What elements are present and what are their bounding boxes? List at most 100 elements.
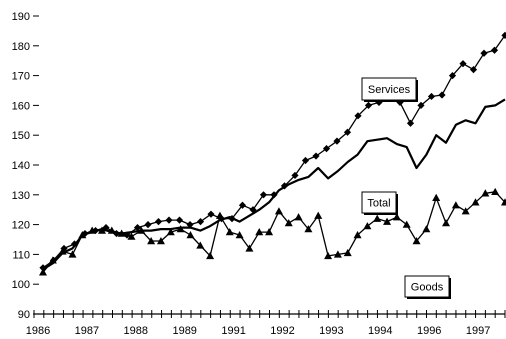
data-point [166, 228, 175, 236]
data-point [501, 198, 506, 206]
data-point [196, 241, 205, 249]
y-tick-label: 140 [12, 160, 30, 172]
series-services [39, 31, 506, 272]
data-point [422, 225, 431, 233]
x-tick-label: 1987 [75, 325, 99, 337]
annotation-box [361, 77, 417, 101]
data-point [353, 231, 362, 239]
data-point [255, 228, 264, 236]
data-point [301, 156, 310, 165]
data-point [117, 229, 126, 237]
data-point [107, 226, 116, 234]
data-point [406, 119, 415, 127]
data-point [176, 225, 185, 233]
data-point [417, 101, 425, 109]
data-point [448, 72, 457, 80]
data-point [39, 268, 47, 276]
data-point [165, 216, 173, 224]
y-tick-label: 110 [12, 249, 30, 261]
data-point [284, 219, 293, 227]
y-tick-label: 150 [12, 130, 30, 142]
x-tick-label: 1986 [26, 325, 50, 337]
data-point [322, 145, 331, 153]
data-point [274, 207, 283, 215]
data-point [196, 218, 205, 226]
data-point [314, 211, 323, 219]
y-tick-label: 130 [12, 190, 30, 202]
data-point [245, 244, 254, 252]
annotation-services: Services [361, 77, 418, 102]
data-point [333, 137, 341, 145]
data-point [78, 231, 87, 239]
x-tick-label: 1988 [124, 325, 148, 337]
annotation-label: Total [367, 198, 390, 210]
x-tick-label: 1996 [417, 325, 441, 337]
annotation-goods: Goods [404, 275, 451, 299]
data-point [156, 236, 165, 245]
data-point [58, 247, 67, 255]
data-point [383, 217, 392, 225]
annotations: Services Total Goods [361, 77, 451, 299]
x-tick-label: 1992 [270, 325, 294, 337]
data-point [490, 46, 499, 54]
data-point [459, 60, 467, 68]
data-point [364, 101, 373, 109]
data-point [186, 221, 194, 229]
data-point [392, 213, 401, 221]
data-point [225, 228, 234, 236]
annotation-box [404, 275, 450, 298]
data-point [343, 128, 352, 136]
series-layer [39, 31, 506, 276]
data-point [469, 66, 478, 74]
data-point [133, 223, 142, 232]
data-point [88, 226, 97, 234]
x-tick-label: 1994 [368, 325, 392, 337]
data-point [154, 218, 163, 226]
data-point [461, 207, 470, 215]
y-tick-label: 160 [12, 100, 30, 112]
annotation-label: Goods [411, 282, 444, 294]
data-point [175, 216, 184, 224]
series-line [42, 98, 506, 271]
data-point [147, 236, 156, 245]
data-point [127, 232, 136, 240]
x-tick-label: 1997 [466, 325, 490, 337]
data-point [238, 201, 247, 209]
data-point [265, 228, 274, 236]
data-point [333, 250, 342, 258]
data-point [412, 236, 421, 245]
data-point [451, 201, 460, 209]
data-point [312, 152, 320, 160]
data-point [343, 248, 352, 257]
data-point [481, 189, 490, 197]
data-point [68, 250, 77, 258]
data-point [480, 49, 488, 57]
data-point [291, 171, 299, 180]
data-point [491, 187, 500, 196]
data-point [427, 92, 436, 101]
data-point [294, 213, 303, 221]
x-tick-label: 1991 [221, 325, 245, 337]
data-point [324, 251, 333, 260]
series-goods [39, 187, 506, 276]
annotation-total: Total [361, 191, 398, 215]
annotation-label: Services [368, 84, 411, 96]
data-point [304, 225, 313, 233]
y-tick-label: 190 [12, 11, 30, 23]
data-point [137, 226, 146, 234]
data-point [432, 193, 441, 201]
y-tick-label: 170 [12, 71, 30, 83]
data-point [373, 214, 382, 222]
y-tick-label: 100 [12, 279, 30, 291]
y-tick-label: 120 [12, 220, 30, 232]
data-point [206, 251, 215, 260]
data-point [363, 222, 372, 230]
x-tick-label: 1993 [319, 325, 343, 337]
data-point [501, 31, 506, 39]
series-total [42, 98, 506, 271]
annotation-box [361, 191, 397, 214]
data-point [402, 220, 411, 228]
x-tick-label: 1989 [172, 325, 196, 337]
data-point [471, 198, 480, 206]
